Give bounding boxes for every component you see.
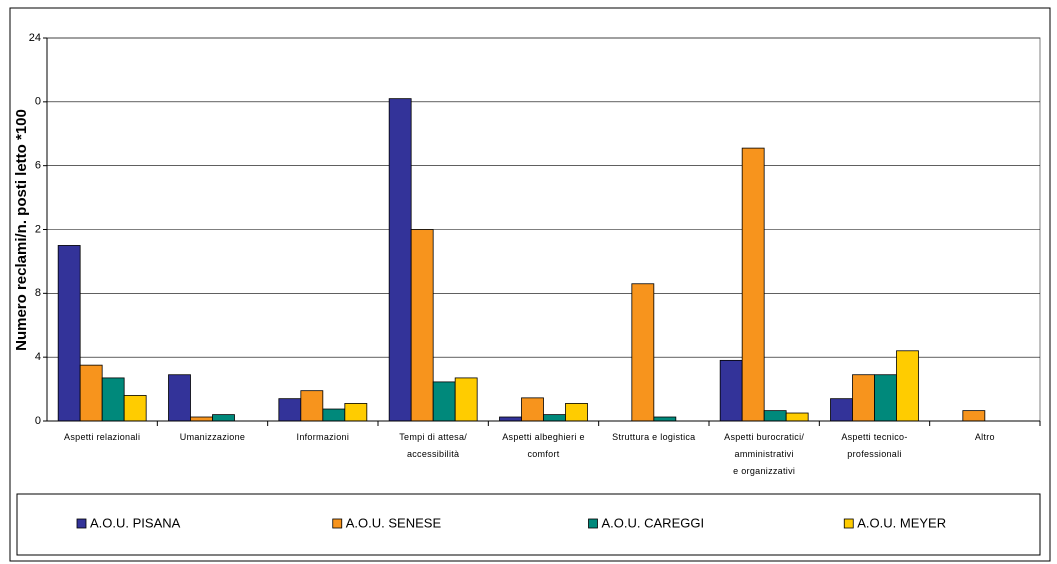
bar: [212, 414, 235, 422]
x-tick-label: Struttura e logistica: [612, 432, 696, 442]
bar: [344, 403, 368, 422]
bar: [543, 414, 566, 422]
bar: [499, 416, 522, 422]
y-tick-label: 0: [35, 96, 41, 108]
legend-label: A.O.U. MEYER: [857, 515, 946, 530]
bar: [322, 408, 346, 422]
y-tick-label: 6: [35, 160, 41, 172]
bar: [57, 245, 81, 422]
bar: [653, 416, 677, 422]
bar: [123, 395, 147, 422]
legend-swatch: [588, 518, 598, 529]
legend-label: A.O.U. CAREGGI: [602, 515, 705, 530]
legend-label: A.O.U. PISANA: [90, 515, 181, 530]
y-tick-label: 24: [29, 32, 41, 44]
legend-swatch: [843, 518, 854, 529]
bar: [300, 390, 324, 422]
bar: [79, 364, 103, 422]
legend-box: [16, 493, 1041, 556]
x-tick-label: Tempi di attesa/ accessibilità: [399, 432, 468, 459]
bar: [101, 377, 125, 422]
legend-swatch: [332, 518, 343, 529]
bar: [874, 374, 897, 422]
bar: [896, 350, 919, 422]
x-tick-label: Informazioni: [296, 432, 350, 442]
bar: [410, 229, 434, 422]
bar: [388, 98, 412, 422]
bar: [785, 412, 809, 422]
x-tick-label: Umanizzazione: [179, 432, 246, 442]
bar: [741, 147, 765, 422]
bar: [432, 381, 456, 422]
bar: [962, 410, 986, 422]
bar: [719, 359, 743, 422]
y-tick-label: 4: [35, 351, 41, 363]
chart-frame: [9, 7, 1051, 562]
bar: [168, 374, 191, 422]
x-tick-label: Altro: [974, 432, 995, 442]
x-tick-label: Aspetti tecnico- professionali: [841, 432, 908, 459]
y-tick-label: 2: [35, 223, 41, 235]
x-tick-label: Aspetti burocratici/ amministrativi e or…: [724, 432, 805, 476]
bar: [852, 374, 875, 422]
y-tick-label: 0: [35, 415, 41, 427]
bar: [763, 410, 787, 422]
x-tick-label: Aspetti relazionali: [64, 432, 141, 442]
legend-label: A.O.U. SENESE: [346, 515, 442, 530]
bar: [454, 377, 478, 422]
bar: [830, 398, 853, 422]
y-axis-label: Numero reclami/n. posti letto *100: [13, 109, 30, 351]
bar: [190, 416, 213, 422]
bar: [278, 398, 302, 422]
x-tick-label: Aspetti albeghieri e comfort: [502, 432, 585, 459]
bar: [521, 397, 544, 422]
y-tick-label: 8: [35, 287, 41, 299]
legend-swatch: [76, 518, 87, 529]
bar: [631, 283, 655, 422]
bar: [565, 403, 588, 422]
